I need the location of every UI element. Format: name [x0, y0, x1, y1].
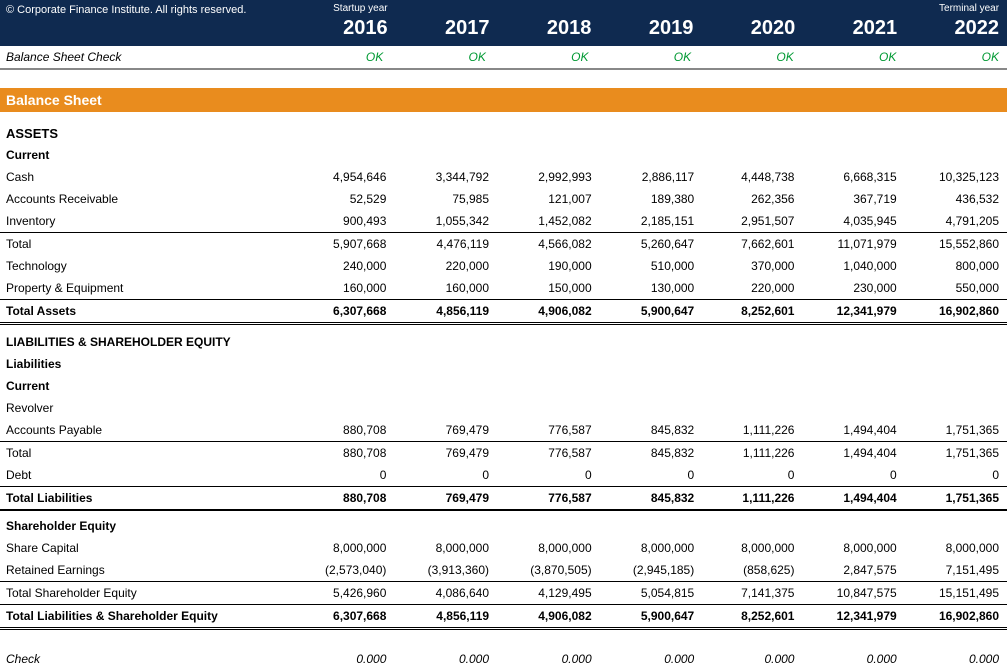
year-col-2016: Startup year 2016	[294, 0, 396, 46]
row-ap: Accounts Payable880,708769,479776,587845…	[0, 419, 1007, 442]
row-debt: Debt0000000	[0, 464, 1007, 487]
header-bar: © Corporate Finance Institute. All right…	[0, 0, 1007, 46]
row-ar: Accounts Receivable52,52975,985121,00718…	[0, 188, 1007, 210]
check-label: Balance Sheet Check	[0, 46, 289, 69]
row-total-liab-se: Total Liabilities & Shareholder Equity6,…	[0, 605, 1007, 629]
section-banner: Balance Sheet	[0, 88, 1007, 112]
row-inventory: Inventory900,4931,055,3421,452,0822,185,…	[0, 210, 1007, 233]
row-ppe: Property & Equipment160,000160,000150,00…	[0, 277, 1007, 300]
row-total-se: Total Shareholder Equity5,426,9604,086,6…	[0, 582, 1007, 605]
terminal-year-label: Terminal year	[905, 0, 999, 17]
year-2016: 2016	[294, 17, 388, 40]
year-col-2018: 2018	[498, 0, 600, 46]
se-heading: Shareholder Equity	[0, 510, 292, 537]
year-col-2020: 2020	[701, 0, 803, 46]
balance-sheet-check-row: Balance Sheet Check OK OK OK OK OK OK OK	[0, 46, 1007, 69]
startup-year-label: Startup year	[294, 0, 388, 17]
row-liab-current-total: Total880,708769,479776,587845,8321,111,2…	[0, 442, 1007, 465]
row-retained: Retained Earnings(2,573,040)(3,913,360)(…	[0, 559, 1007, 582]
year-col-2017: 2017	[396, 0, 498, 46]
copyright-text: © Corporate Finance Institute. All right…	[0, 0, 294, 46]
row-total-liabilities: Total Liabilities880,708769,479776,58784…	[0, 487, 1007, 511]
assets-heading: ASSETS	[0, 122, 292, 144]
year-col-2021: 2021	[803, 0, 905, 46]
check-table: Balance Sheet Check OK OK OK OK OK OK OK	[0, 46, 1007, 70]
row-current-total: Total5,907,6684,476,1194,566,0825,260,64…	[0, 233, 1007, 256]
row-total-assets: Total Assets6,307,6684,856,1194,906,0825…	[0, 300, 1007, 324]
current-heading: Current	[0, 144, 292, 166]
liab-heading: LIABILITIES & SHAREHOLDER EQUITY	[0, 324, 292, 354]
row-technology: Technology240,000220,000190,000510,00037…	[0, 255, 1007, 277]
liabilities-sub: Liabilities	[0, 353, 292, 375]
year-col-2019: 2019	[599, 0, 701, 46]
liab-current-heading: Current	[0, 375, 292, 397]
row-final-check: Check0.0000.0000.0000.0000.0000.0000.000	[0, 648, 1007, 670]
year-col-2022: Terminal year 2022	[905, 0, 1007, 46]
row-revolver: Revolver	[0, 397, 1007, 419]
row-cash: Cash4,954,6463,344,7922,992,9932,886,117…	[0, 166, 1007, 188]
row-share-capital: Share Capital8,000,0008,000,0008,000,000…	[0, 537, 1007, 559]
balance-sheet-table: ASSETS Current Cash4,954,6463,344,7922,9…	[0, 122, 1007, 670]
